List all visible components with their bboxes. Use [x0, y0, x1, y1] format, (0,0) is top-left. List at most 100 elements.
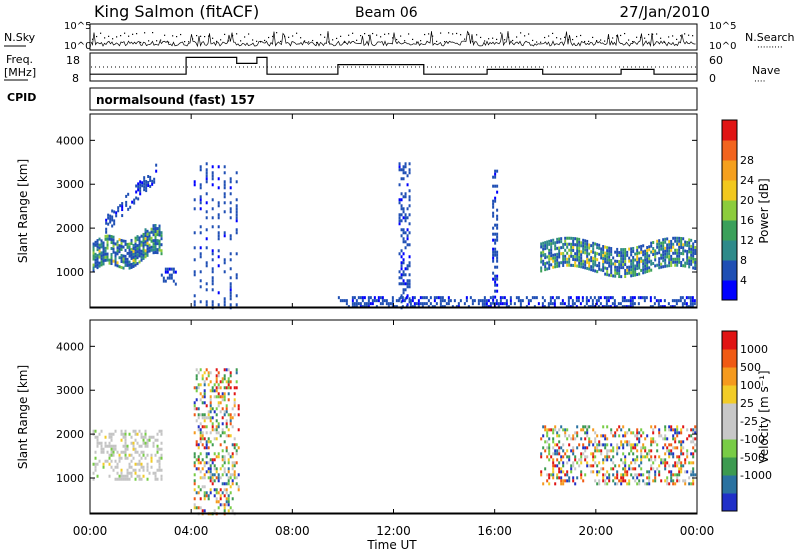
echo-cell — [138, 474, 141, 478]
echo-cell — [411, 296, 414, 300]
echo-cell — [566, 470, 569, 474]
echo-cell — [542, 247, 545, 251]
echo-cell — [400, 213, 403, 217]
echo-cell — [688, 241, 691, 245]
echo-cell — [496, 250, 499, 254]
echo-cell — [544, 262, 547, 266]
echo-cell — [593, 296, 596, 300]
echo-cell — [612, 262, 615, 266]
echo-cell — [235, 380, 238, 384]
echo-cell — [146, 477, 149, 481]
echo-cell — [662, 253, 665, 257]
nsearch-series-point — [592, 36, 594, 39]
nsearch-series-point — [136, 33, 138, 35]
echo-cell — [580, 455, 583, 459]
echo-cell — [361, 296, 364, 300]
echo-cell — [124, 257, 127, 261]
echo-cell — [96, 245, 99, 249]
echo-cell — [691, 302, 694, 306]
echo-cell — [550, 239, 553, 243]
echo-cell — [568, 476, 571, 480]
echo-cell — [542, 244, 545, 248]
echo-cell — [108, 435, 111, 439]
echo-cell — [552, 476, 555, 480]
echo-cell — [558, 249, 561, 253]
echo-cell — [586, 242, 589, 246]
echo-cell — [616, 271, 619, 275]
echo-cell — [616, 268, 619, 272]
echo-cell — [136, 247, 139, 251]
echo-cell — [544, 244, 547, 248]
echo-cell — [114, 465, 117, 469]
echo-cell — [548, 239, 551, 243]
echo-cell — [134, 254, 137, 258]
echo-cell — [233, 446, 236, 450]
echo-cell — [94, 462, 97, 466]
echo-cell — [221, 449, 224, 453]
echo-cell — [692, 467, 695, 471]
echo-cell — [496, 214, 499, 218]
echo-cell — [606, 452, 609, 456]
echo-cell — [398, 282, 401, 286]
echo-cell — [463, 302, 466, 306]
echo-cell — [158, 230, 161, 234]
echo-cell — [231, 455, 234, 459]
echo-cell — [142, 250, 145, 254]
echo-cell — [556, 452, 559, 456]
y-tick-label: 4000 — [56, 134, 84, 147]
echo-cell — [670, 248, 673, 252]
echo-cell — [694, 251, 697, 255]
echo-cell — [404, 195, 407, 199]
echo-cell — [670, 473, 673, 477]
echo-cell — [550, 263, 553, 267]
echo-cell — [586, 431, 589, 435]
echo-cell — [231, 479, 234, 483]
echo-cell — [670, 479, 673, 483]
echo-cell — [223, 506, 226, 510]
echo-cell — [94, 264, 97, 268]
echo-cell — [400, 267, 403, 271]
nsearch-series-point — [252, 39, 254, 41]
echo-cell — [501, 302, 504, 306]
nsearch-series-point — [160, 39, 162, 41]
echo-cell — [632, 458, 635, 462]
echo-cell — [120, 259, 123, 263]
echo-cell — [225, 449, 228, 453]
echo-cell — [142, 253, 145, 257]
echo-cell — [215, 389, 218, 393]
echo-cell — [552, 259, 555, 263]
echo-cell — [120, 450, 123, 454]
echo-cell — [120, 238, 123, 242]
echo-cell — [620, 458, 623, 462]
echo-cell — [134, 462, 137, 466]
echo-cell — [227, 392, 230, 396]
nsearch-series-point — [424, 33, 426, 36]
echo-cell — [542, 259, 545, 263]
echo-cell — [540, 245, 543, 249]
echo-cell — [421, 296, 424, 300]
echo-cell — [531, 296, 534, 300]
echo-cell — [600, 449, 603, 453]
echo-cell — [227, 482, 230, 486]
echo-cell — [219, 401, 222, 405]
echo-cell — [692, 248, 695, 252]
echo-cell — [692, 257, 695, 261]
echo-cell — [558, 434, 561, 438]
echo-cell — [217, 204, 220, 208]
echo-cell — [110, 238, 113, 242]
echo-cell — [535, 296, 538, 300]
echo-cell — [678, 254, 681, 258]
echo-cell — [666, 243, 669, 247]
echo-cell — [132, 441, 135, 445]
echo-cell — [197, 371, 200, 375]
echo-cell — [174, 282, 177, 286]
echo-cell — [567, 299, 570, 303]
echo-cell — [353, 302, 356, 306]
echo-cell — [549, 296, 552, 300]
echo-cell — [626, 265, 629, 269]
echo-cell — [606, 252, 609, 256]
echo-cell — [211, 198, 214, 202]
echo-cell — [602, 434, 605, 438]
echo-cell — [102, 447, 105, 451]
echo-cell — [586, 239, 589, 243]
